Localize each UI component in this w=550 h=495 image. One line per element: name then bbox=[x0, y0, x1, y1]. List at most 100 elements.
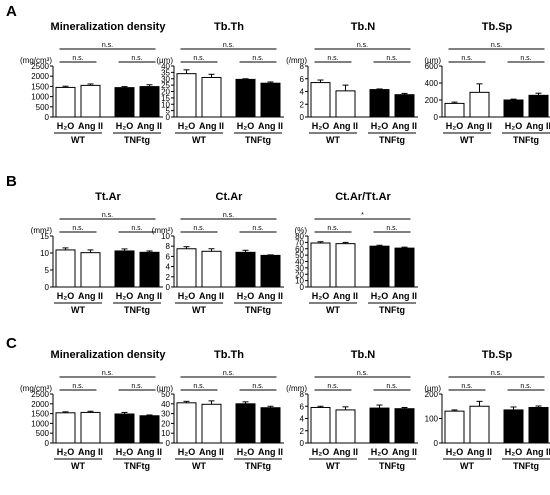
y-tick-label: 0 bbox=[45, 439, 50, 448]
category-label: H₂O bbox=[178, 447, 196, 457]
bar bbox=[114, 87, 135, 118]
significance-label: n.s. bbox=[327, 55, 338, 62]
bar bbox=[335, 90, 356, 118]
significance-label: n.s. bbox=[102, 42, 113, 49]
category-label: Ang II bbox=[199, 291, 224, 301]
category-label: H₂O bbox=[237, 291, 255, 301]
significance-label: n.s. bbox=[102, 370, 113, 377]
chart-title: Ct.Ar bbox=[216, 191, 244, 203]
y-tick-label: 60 bbox=[295, 245, 304, 254]
y-tick-label: 20 bbox=[295, 270, 304, 279]
y-axis-unit: (mm²) bbox=[31, 226, 53, 235]
significance-label: n.s. bbox=[72, 225, 83, 232]
bar bbox=[139, 251, 160, 288]
category-label: Ang II bbox=[526, 447, 550, 457]
category-label: H₂O bbox=[312, 447, 330, 457]
group-label: WT bbox=[192, 135, 206, 145]
y-tick-label: 4 bbox=[166, 263, 171, 272]
group-label: TNFtg bbox=[513, 461, 539, 471]
bar bbox=[528, 94, 549, 118]
bar bbox=[469, 91, 490, 118]
group-label: TNFtg bbox=[379, 305, 405, 315]
category-label: Ang II bbox=[78, 447, 103, 457]
significance-label: n.s. bbox=[386, 55, 397, 62]
category-label: H₂O bbox=[312, 121, 330, 131]
category-label: Ang II bbox=[199, 121, 224, 131]
y-axis-unit: (μm) bbox=[424, 56, 441, 65]
y-tick-label: 0 bbox=[166, 439, 171, 448]
y-axis-unit: (/mm) bbox=[286, 56, 307, 65]
group-label: WT bbox=[460, 135, 474, 145]
significance-label: n.s. bbox=[72, 55, 83, 62]
significance-label: n.s. bbox=[327, 383, 338, 390]
significance-label: n.s. bbox=[357, 42, 368, 49]
y-tick-label: 600 bbox=[425, 62, 439, 71]
category-label: H₂O bbox=[237, 121, 255, 131]
category-label: H₂O bbox=[446, 121, 464, 131]
y-tick-label: 25 bbox=[161, 81, 170, 90]
category-label: H₂O bbox=[446, 447, 464, 457]
y-tick-label: 500 bbox=[36, 103, 50, 112]
category-label: Ang II bbox=[199, 447, 224, 457]
significance-label: n.s. bbox=[386, 225, 397, 232]
bar bbox=[235, 78, 256, 118]
chart-title: Tb.N bbox=[351, 349, 375, 361]
bar bbox=[260, 254, 281, 288]
bar bbox=[444, 410, 465, 444]
group-label: WT bbox=[326, 305, 340, 315]
bar bbox=[503, 409, 524, 444]
bar bbox=[55, 86, 76, 118]
y-tick-label: 15 bbox=[40, 232, 49, 241]
y-tick-label: 4 bbox=[300, 415, 305, 424]
y-tick-label: 50 bbox=[161, 390, 170, 399]
category-label: H₂O bbox=[57, 447, 75, 457]
y-tick-label: 200 bbox=[425, 96, 439, 105]
y-tick-label: 0 bbox=[300, 283, 305, 292]
y-axis-unit: (%) bbox=[295, 226, 308, 235]
chart-title: Tb.N bbox=[351, 21, 375, 33]
bar bbox=[469, 405, 490, 444]
y-tick-label: 50 bbox=[295, 251, 304, 260]
y-tick-label: 35 bbox=[161, 68, 170, 77]
group-label: WT bbox=[192, 305, 206, 315]
y-axis-unit: (mm²) bbox=[152, 226, 174, 235]
chart-title: Tb.Th bbox=[214, 349, 244, 361]
y-tick-label: 80 bbox=[295, 232, 304, 241]
y-tick-label: 1500 bbox=[31, 82, 49, 91]
bar bbox=[201, 403, 222, 444]
group-label: WT bbox=[71, 461, 85, 471]
y-tick-label: 2500 bbox=[31, 390, 49, 399]
significance-label: n.s. bbox=[252, 225, 263, 232]
category-label: Ang II bbox=[333, 121, 358, 131]
bar bbox=[394, 247, 415, 288]
y-tick-label: 10 bbox=[40, 249, 49, 258]
bar bbox=[114, 250, 135, 288]
y-axis-unit: (μm) bbox=[156, 56, 173, 65]
y-tick-label: 10 bbox=[161, 429, 170, 438]
y-tick-label: 8 bbox=[300, 62, 305, 71]
bar bbox=[201, 76, 222, 118]
bar bbox=[114, 413, 135, 444]
y-tick-label: 100 bbox=[425, 415, 439, 424]
group-label: TNFtg bbox=[379, 461, 405, 471]
y-tick-label: 10 bbox=[161, 100, 170, 109]
chart-title: Mineralization density bbox=[51, 21, 167, 33]
category-label: Ang II bbox=[333, 291, 358, 301]
y-tick-label: 10 bbox=[161, 232, 170, 241]
bar bbox=[310, 406, 331, 444]
y-tick-label: 5 bbox=[166, 107, 171, 116]
y-tick-label: 2 bbox=[300, 100, 305, 109]
chart-title: Tt.Ar bbox=[95, 191, 121, 203]
y-tick-label: 70 bbox=[295, 238, 304, 247]
significance-label: n.s. bbox=[223, 42, 234, 49]
bar bbox=[235, 403, 256, 444]
category-label: Ang II bbox=[392, 291, 417, 301]
bar bbox=[80, 411, 101, 444]
bar bbox=[528, 406, 549, 444]
